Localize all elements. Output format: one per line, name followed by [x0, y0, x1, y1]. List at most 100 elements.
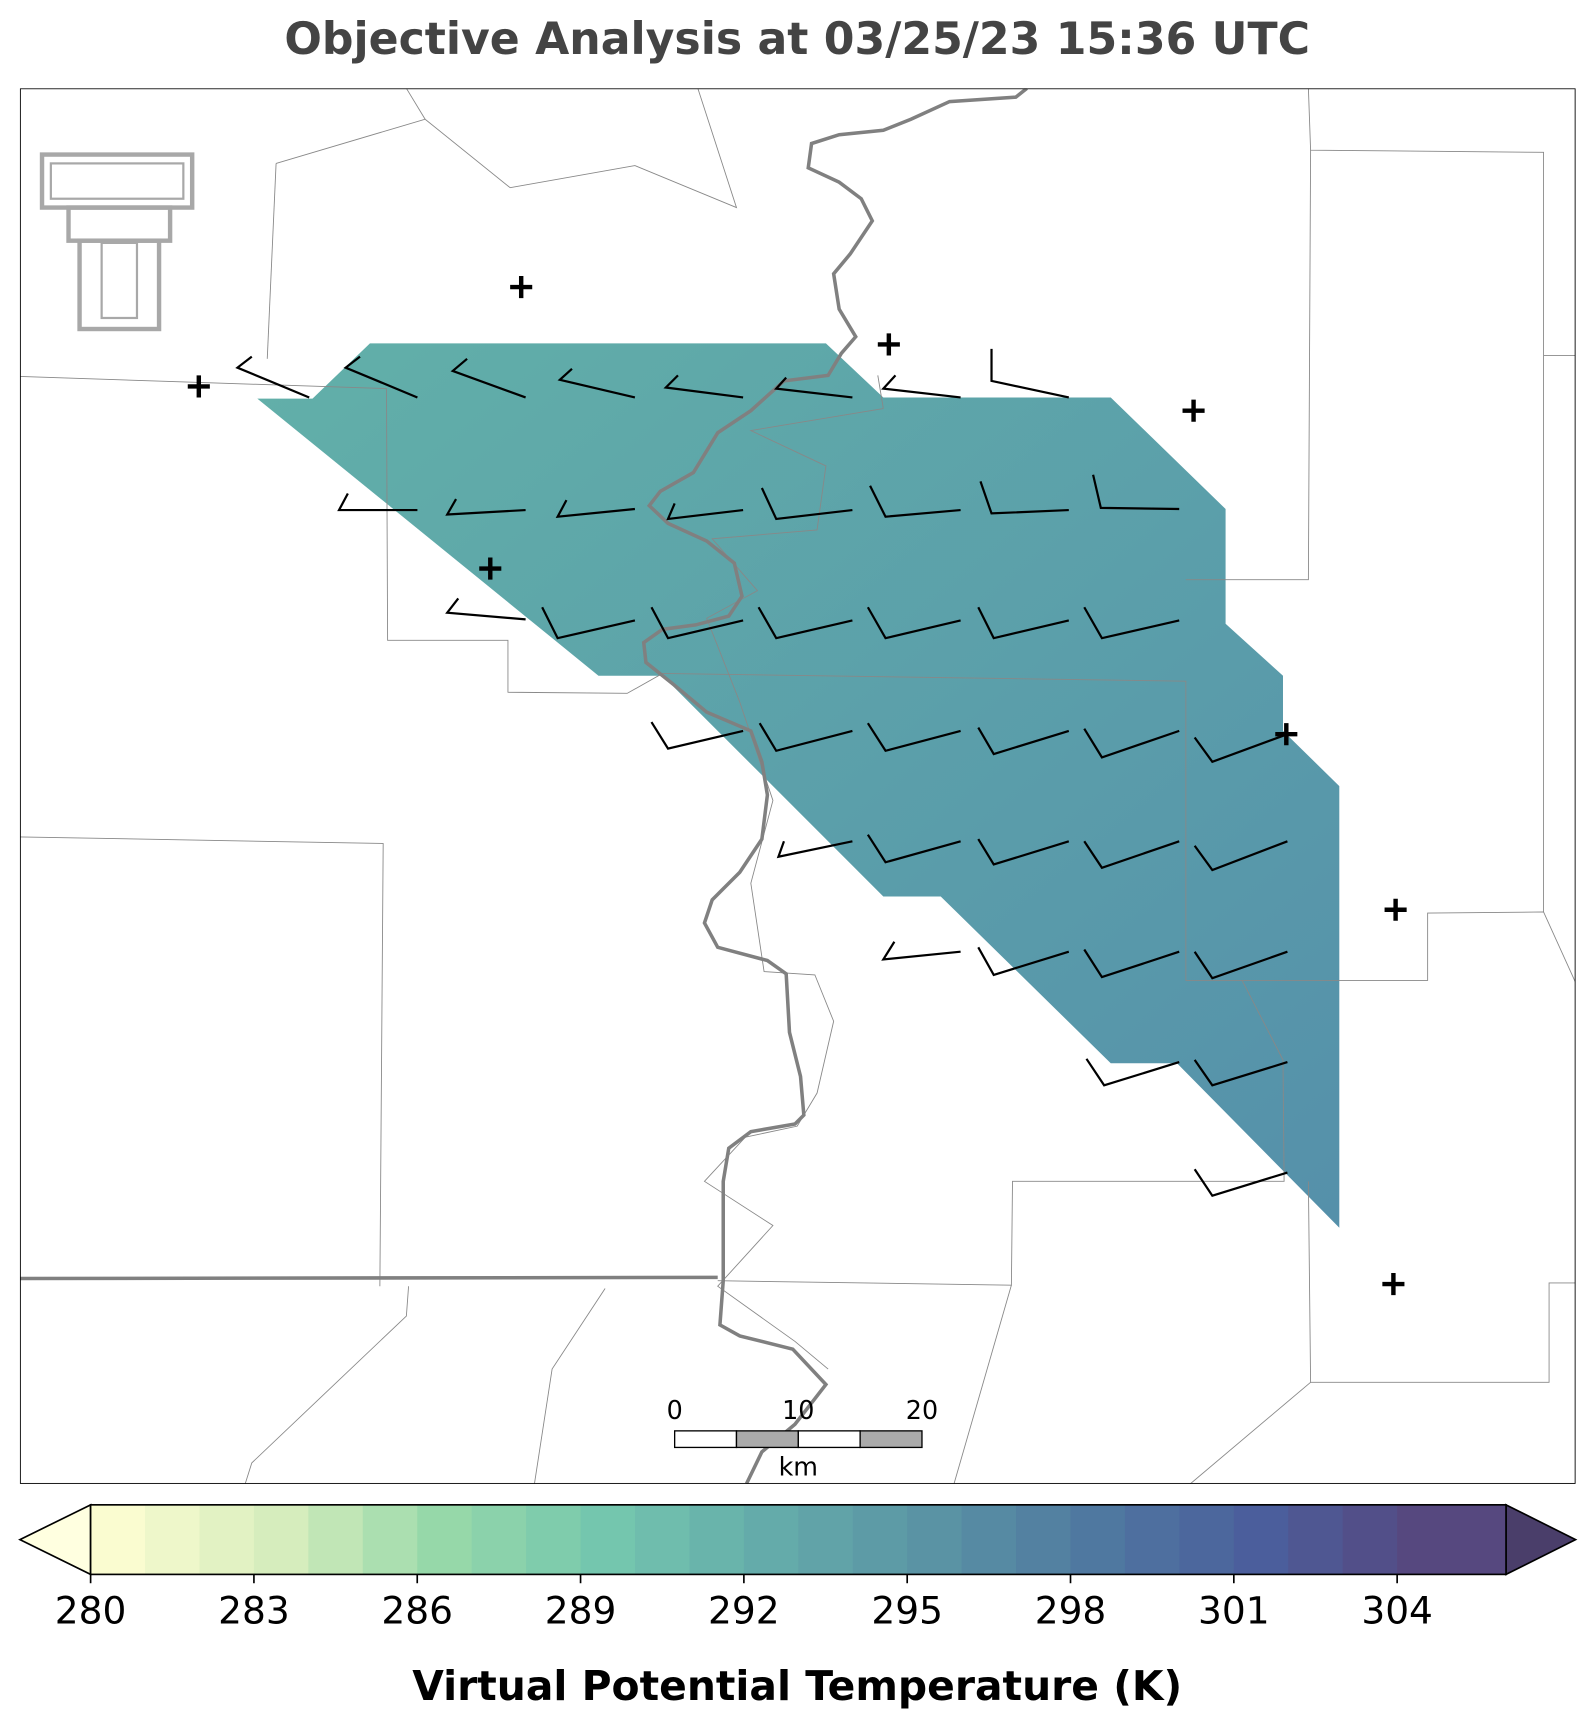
colorbar-level: [90, 1504, 146, 1575]
wind-barb: [1083, 840, 1180, 870]
wind-barb: [760, 487, 853, 521]
colorbar-level: [961, 1504, 1017, 1575]
scale-label: 0: [667, 1395, 683, 1425]
colorbar-level: [199, 1504, 255, 1575]
colorbar-tick-label: 292: [708, 1589, 780, 1633]
scale-segment: [673, 1430, 738, 1449]
wind-barb: [445, 597, 526, 621]
colorbar-level: [1124, 1504, 1180, 1575]
colorbar-level: [1179, 1504, 1235, 1575]
wind-barb: [977, 838, 1070, 866]
wind-barb: [1083, 948, 1180, 979]
logo: [39, 152, 195, 332]
wind-barb: [343, 355, 418, 399]
scale-bar: 0 10 20 km: [667, 1395, 939, 1481]
wind-barb: [1193, 840, 1288, 872]
colorbar-under: [18, 1503, 92, 1576]
colorbar-level: [743, 1504, 799, 1575]
colorbar-level: [471, 1504, 527, 1575]
wind-barb: [557, 367, 636, 399]
colorbar-level: [634, 1504, 690, 1575]
wind-barb: [1193, 950, 1288, 980]
colorbar-level: [798, 1504, 854, 1575]
map: [19, 88, 1576, 1484]
colorbar-frame: [89, 1504, 1507, 1576]
wind-barb: [866, 834, 961, 864]
scale-segment: [859, 1430, 923, 1449]
colorbar-level: [1397, 1504, 1453, 1575]
colorbar-level: [1451, 1504, 1507, 1575]
station-marker: [187, 375, 210, 398]
colorbar-level: [852, 1504, 908, 1575]
colorbar-level: [417, 1504, 473, 1575]
wind-barbs: [235, 348, 1288, 1198]
colorbar-level: [362, 1504, 418, 1575]
colorbar-tick-label: 301: [1198, 1589, 1270, 1633]
colorbar-tick-label: 295: [871, 1589, 943, 1633]
county-borders: [19, 88, 1576, 1484]
title: Objective Analysis at 03/25/23 15:36 UTC: [284, 14, 1310, 65]
wind-barb: [977, 946, 1070, 977]
wind-barb: [450, 357, 526, 399]
colorbar-level: [1016, 1504, 1072, 1575]
wind-barb: [555, 499, 636, 519]
wind-barb: [990, 348, 1070, 399]
wind-barb: [1083, 728, 1180, 759]
colorbar-tick-label: 289: [545, 1589, 617, 1633]
colorbar-level: [1233, 1504, 1289, 1575]
wind-barb: [1193, 1059, 1288, 1087]
colorbar-tick-label: 286: [381, 1589, 453, 1633]
station-marker: [1182, 399, 1205, 422]
wind-barb: [1193, 733, 1288, 764]
wind-barb: [758, 722, 853, 753]
wind-barb: [1193, 1168, 1288, 1198]
scale-segment: [735, 1430, 799, 1449]
colorbar-level: [1288, 1504, 1344, 1575]
wind-barb: [337, 492, 418, 512]
station-marker: [1382, 1272, 1405, 1296]
colorbar-tick-label: 280: [55, 1589, 127, 1633]
colorbar-level: [1342, 1504, 1398, 1575]
wind-barb: [869, 485, 961, 518]
wind-barb: [881, 941, 961, 961]
scale-label: 10: [782, 1395, 814, 1425]
wind-barb: [977, 727, 1070, 756]
colorbar-level: [253, 1504, 309, 1575]
colorbar: 280 283 286 289 292 295 298 301 304: [18, 1503, 1578, 1633]
wind-barb: [663, 374, 744, 399]
colorbar-level: [689, 1504, 745, 1575]
colorbar-label: Virtual Potential Temperature (K): [412, 1662, 1182, 1710]
colorbar-level: [145, 1504, 201, 1575]
scale-label: 20: [906, 1395, 938, 1425]
colorbar-over: [1505, 1503, 1578, 1576]
wind-barb: [235, 355, 310, 399]
analysis-field: [257, 343, 1340, 1228]
colorbar-level: [526, 1504, 582, 1575]
stations: [187, 276, 1407, 1296]
wind-barb: [977, 606, 1070, 640]
colorbar-tick-label: 298: [1035, 1589, 1107, 1633]
wind-barb: [881, 374, 961, 399]
wind-barb: [979, 481, 1069, 515]
colorbar-level: [907, 1504, 963, 1575]
colorbar-tick-label: 283: [218, 1589, 290, 1633]
wind-barb: [650, 606, 744, 640]
wind-barb: [445, 498, 526, 516]
wind-barb: [776, 840, 853, 859]
station-marker: [877, 333, 900, 356]
colorbar-level: [308, 1504, 364, 1575]
wind-barb: [1085, 1058, 1180, 1087]
colorbar-level: [580, 1504, 636, 1575]
station-marker: [479, 557, 502, 580]
station-marker: [1275, 723, 1298, 746]
station-marker: [1384, 898, 1407, 921]
wind-barb: [1092, 474, 1180, 511]
colorbar-tick-label: 304: [1361, 1589, 1433, 1633]
wind-barb: [541, 606, 636, 640]
colorbar-level: [1070, 1504, 1126, 1575]
scale-segment: [797, 1430, 861, 1449]
wind-barb: [773, 376, 853, 399]
scale-unit: km: [779, 1451, 818, 1481]
wind-barb: [866, 722, 961, 753]
